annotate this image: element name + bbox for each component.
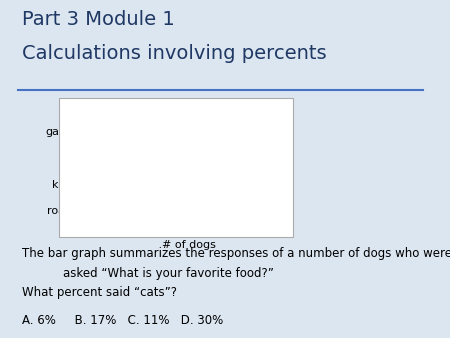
Bar — [94, 123, 268, 139]
Text: asked “What is your favorite food?”: asked “What is your favorite food?” — [63, 267, 274, 280]
X-axis label: # of dogs: # of dogs — [162, 240, 216, 250]
Bar — [94, 176, 181, 192]
Text: Calculations involving percents: Calculations involving percents — [22, 44, 327, 63]
Title: Dogs’ favorite foods: Dogs’ favorite foods — [133, 105, 245, 115]
Text: Part 3 Module 1: Part 3 Module 1 — [22, 10, 175, 29]
Text: The bar graph summarizes the responses of a number of dogs who were: The bar graph summarizes the responses o… — [22, 247, 450, 260]
Bar — [94, 202, 213, 218]
Bar — [94, 149, 142, 165]
Text: What percent said “cats”?: What percent said “cats”? — [22, 286, 177, 298]
Text: A. 6%     B. 17%   C. 11%   D. 30%: A. 6% B. 17% C. 11% D. 30% — [22, 314, 224, 327]
